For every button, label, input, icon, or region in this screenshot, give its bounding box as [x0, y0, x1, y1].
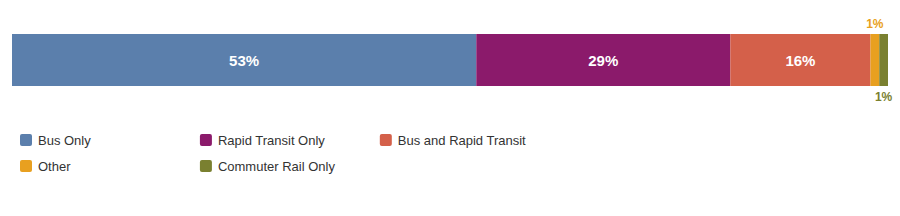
bar-segment — [476, 34, 730, 86]
legend-swatch — [200, 134, 212, 146]
bar-segment — [879, 34, 888, 86]
legend-label: Bus Only — [38, 133, 91, 148]
legend-swatch — [20, 134, 32, 146]
bar-segment — [12, 34, 476, 86]
legend: Bus Only Rapid Transit Only Bus and Rapid … — [20, 133, 526, 174]
chart: 53%29%16%1%1%Bus OnlyRapid Transit OnlyB… — [0, 0, 900, 216]
legend-swatch — [20, 160, 32, 172]
bars — [12, 34, 888, 86]
data-label: 1% — [866, 17, 884, 31]
legend-label: Other — [38, 159, 71, 174]
legend-swatch — [200, 160, 212, 172]
data-label: 16% — [785, 52, 815, 69]
legend-label: Bus and Rapid Transit — [398, 133, 526, 148]
legend-label: Rapid Transit Only — [218, 133, 325, 148]
data-label: 53% — [229, 52, 259, 69]
legend-swatch — [380, 134, 392, 146]
data-label: 1% — [875, 90, 893, 104]
bar-segment — [870, 34, 879, 86]
legend-label: Commuter Rail Only — [218, 159, 336, 174]
data-labels: 53% 29% 16% 1% 1% — [229, 17, 892, 104]
bar-segment — [730, 34, 870, 86]
data-label: 29% — [588, 52, 618, 69]
